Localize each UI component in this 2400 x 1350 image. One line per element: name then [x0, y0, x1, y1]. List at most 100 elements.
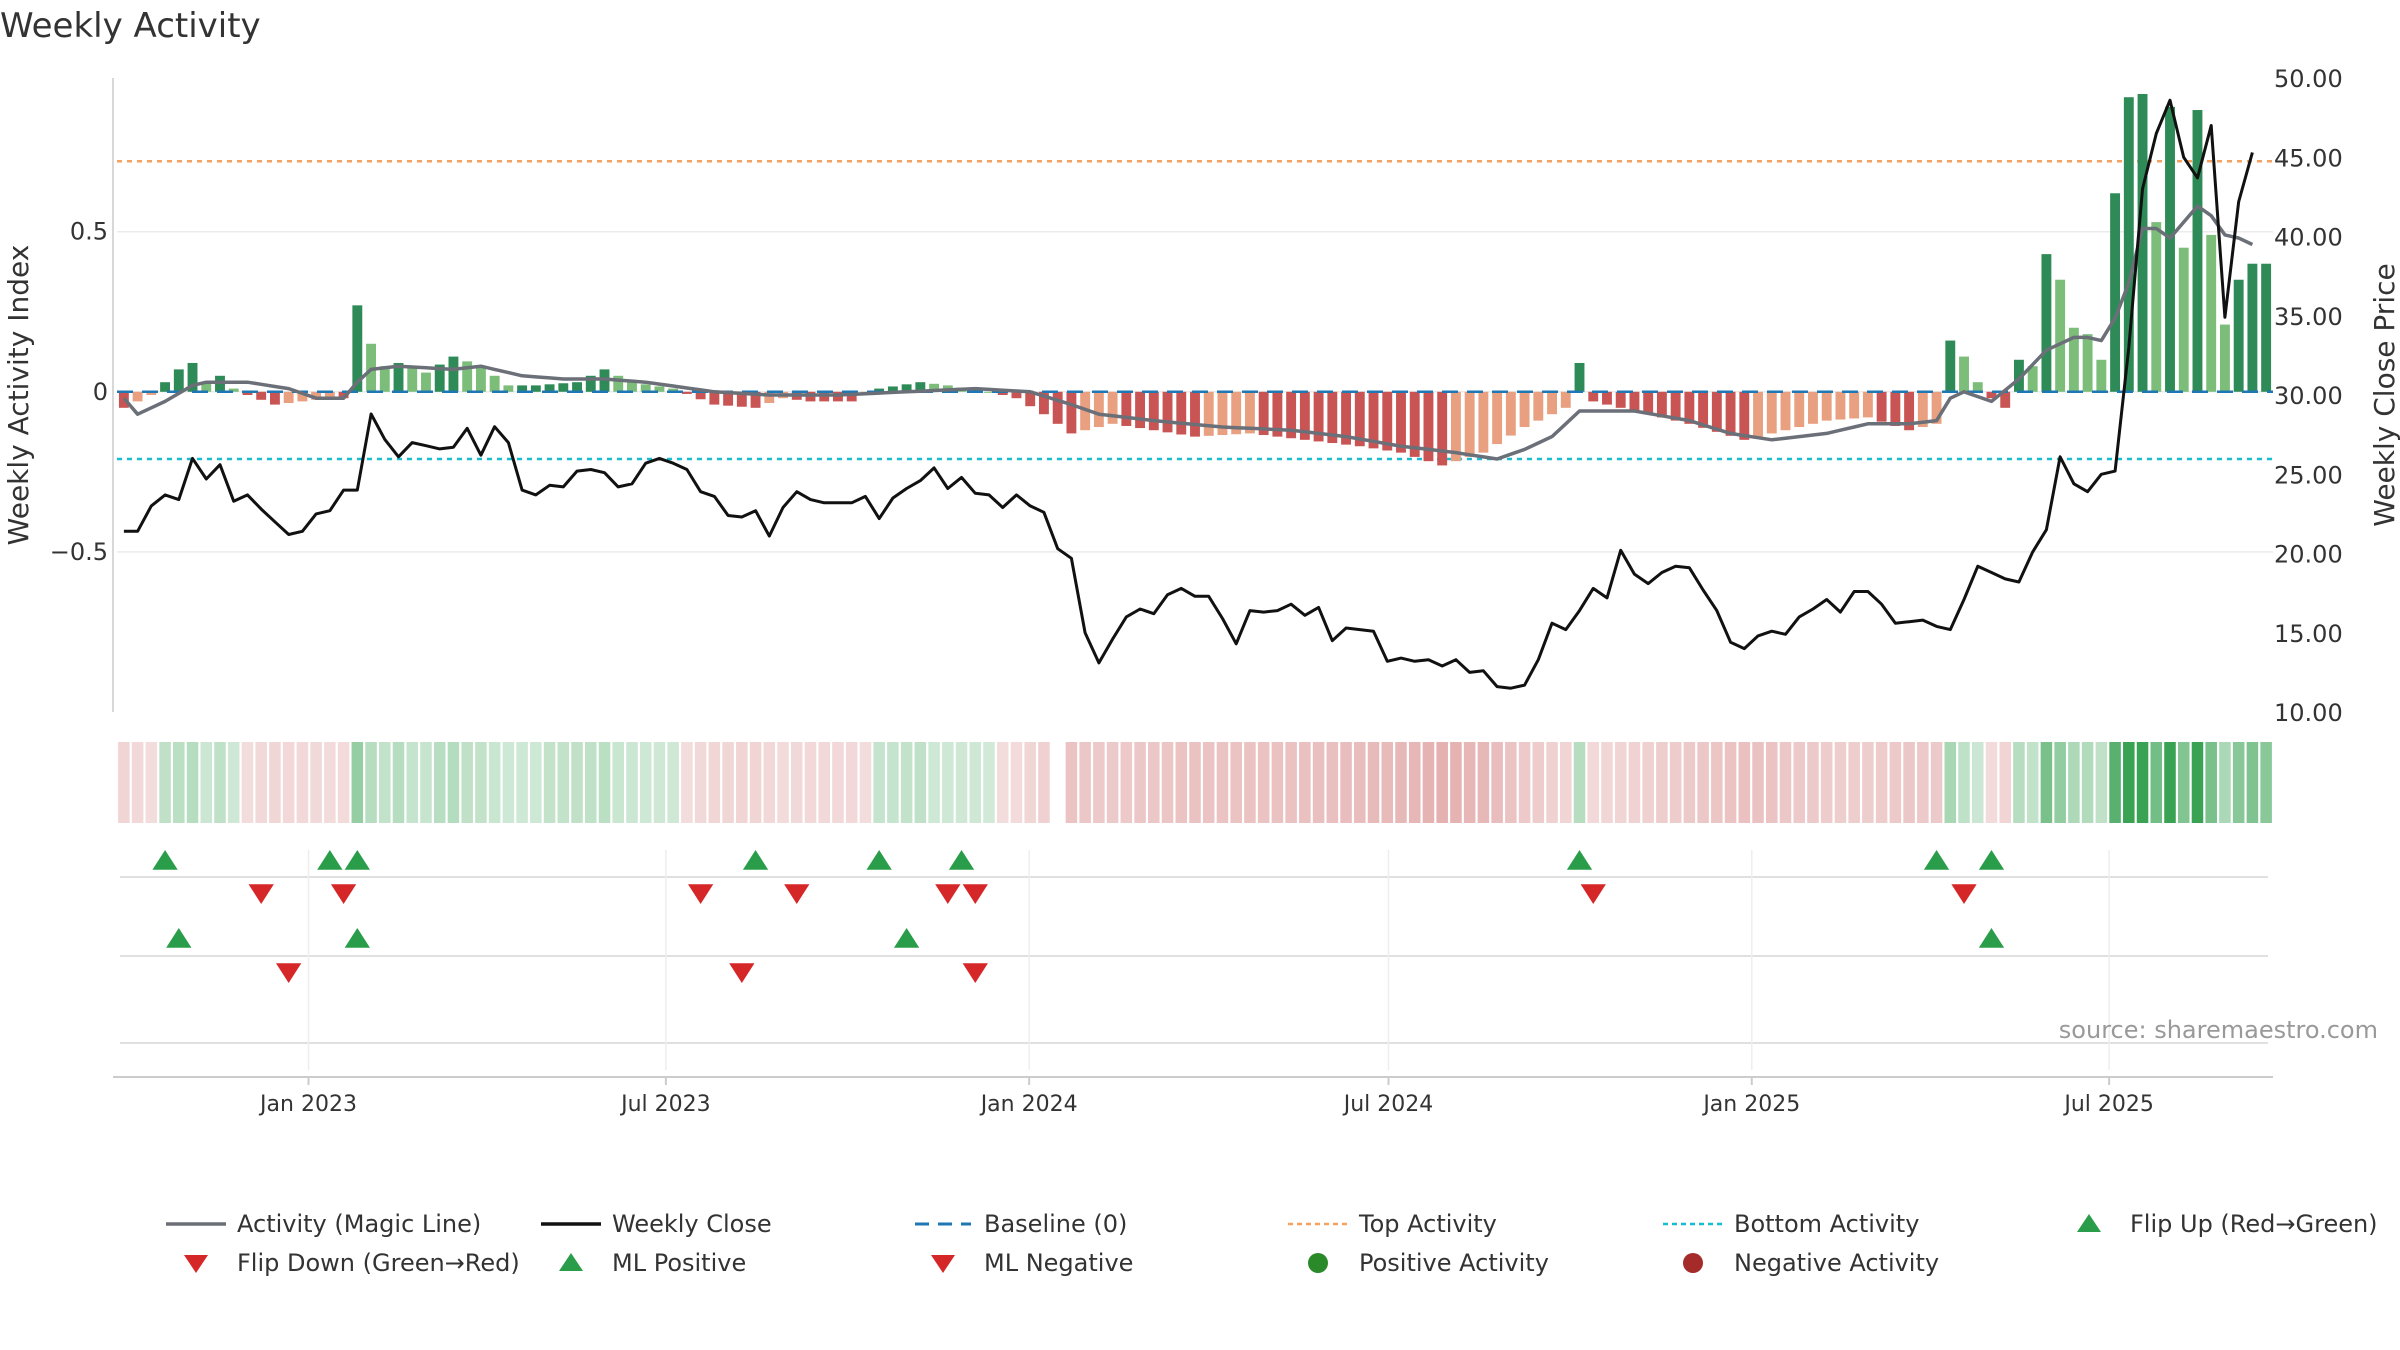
flip-up-marker — [948, 850, 975, 870]
heat-cell — [2164, 742, 2176, 823]
activity-bar — [1698, 391, 1709, 428]
heat-cell — [1024, 742, 1036, 823]
heat-cell — [845, 742, 858, 823]
flip-down-marker — [330, 884, 357, 904]
heat-cell — [1765, 742, 1778, 823]
legend-swatch — [184, 1255, 208, 1273]
activity-bar — [1945, 340, 1956, 392]
activity-bar — [517, 385, 528, 392]
heat-cell — [2150, 742, 2163, 823]
heat-cell — [516, 742, 528, 823]
legend-item-ml-positive: ML Positive — [559, 1249, 746, 1277]
heat-cell — [475, 742, 487, 823]
heat-cell — [1669, 742, 1682, 823]
heat-cell — [365, 742, 377, 823]
legend-label: Flip Up (Red→Green) — [2130, 1210, 2378, 1238]
activity-bar — [2206, 234, 2217, 392]
legend-item-bottom: Bottom Activity — [1663, 1210, 1919, 1238]
legend: Activity (Magic Line) Weekly Close Baselin… — [166, 1210, 2378, 1277]
heat-cell — [1010, 742, 1023, 823]
heat-cell — [1477, 742, 1490, 823]
heat-cell — [173, 742, 185, 823]
activity-bar — [269, 391, 280, 405]
activity-bar — [297, 391, 308, 402]
heat-cell — [255, 742, 267, 823]
activity-bar — [2233, 279, 2244, 392]
activity-bar — [627, 382, 637, 392]
activity-bar — [709, 391, 720, 405]
heat-cell — [667, 742, 679, 823]
activity-bar — [640, 384, 651, 392]
heat-cell — [887, 742, 899, 823]
activity-bar — [750, 391, 761, 408]
activity-bar — [1093, 391, 1104, 428]
y-tick-label-right: 30.00 — [2274, 382, 2343, 410]
heat-cell — [1532, 742, 1545, 823]
activity-bar — [585, 375, 596, 392]
heat-cell — [736, 742, 748, 823]
activity-bar — [1959, 356, 1969, 392]
activity-bar — [1107, 391, 1118, 424]
activity-bar — [1684, 391, 1695, 424]
legend-item-ml-negative: ML Negative — [931, 1249, 1133, 1277]
activity-bar — [1258, 391, 1269, 436]
heat-cell — [777, 742, 789, 823]
heat-cell — [1463, 742, 1476, 823]
activity-bar — [1739, 391, 1750, 440]
heat-cell — [1711, 742, 1723, 823]
heat-cell — [406, 742, 419, 823]
activity-bar — [2110, 193, 2121, 392]
legend-swatch — [931, 1255, 955, 1273]
heat-cell — [1257, 742, 1270, 823]
heat-cell — [1807, 742, 1819, 823]
heat-cell — [1793, 742, 1805, 823]
flip-up-marker — [1566, 850, 1593, 870]
activity-bar — [1656, 391, 1667, 418]
heat-cell — [379, 742, 391, 823]
x-axis: Jan 2023 Jul 2023 Jan 2024 Jul 2024 Jan 2025… — [113, 1076, 2273, 1117]
y-tick-label-right: 50.00 — [2274, 65, 2343, 93]
heat-cell — [1724, 742, 1737, 823]
heat-cell — [2246, 742, 2259, 823]
legend-label: Negative Activity — [1734, 1249, 1939, 1277]
chart-title: Weekly Activity — [0, 6, 261, 46]
heat-cell — [214, 742, 226, 823]
activity-bar — [846, 391, 857, 402]
activity-bar — [132, 391, 143, 402]
flip-up-marker — [1978, 850, 2005, 870]
activity-bar — [1135, 391, 1146, 429]
legend-label: Top Activity — [1358, 1210, 1497, 1238]
heat-cell — [296, 742, 309, 823]
heat-cell — [1148, 742, 1160, 823]
activity-bar — [1615, 391, 1626, 408]
heat-cell — [804, 742, 817, 823]
heat-cell — [2136, 742, 2149, 823]
heat-cell — [1642, 742, 1654, 823]
activity-bar — [764, 391, 775, 404]
activity-heat-strip — [118, 742, 2272, 823]
heat-cell — [1202, 742, 1215, 823]
heat-cell — [282, 742, 295, 823]
heat-cell — [639, 742, 652, 823]
heat-cell — [626, 742, 638, 823]
y-tick-label-right: 45.00 — [2274, 144, 2343, 172]
activity-bar — [1450, 391, 1461, 462]
activity-bar — [1313, 391, 1324, 442]
heat-cell — [1560, 742, 1572, 823]
heat-cell — [420, 742, 432, 823]
activity-bar — [2219, 324, 2230, 392]
activity-bar — [1904, 391, 1915, 431]
heat-cell — [1820, 742, 1833, 823]
activity-bar — [1341, 391, 1352, 445]
heat-cell — [1299, 742, 1311, 823]
activity-bar — [311, 391, 322, 400]
heat-cell — [653, 742, 666, 823]
activity-bar — [723, 391, 734, 406]
heat-cell — [722, 742, 734, 823]
activity-bar — [2192, 110, 2203, 392]
heat-cell — [227, 742, 240, 823]
x-tick-label: Jan 2024 — [979, 1092, 1078, 1117]
heat-cell — [241, 742, 254, 823]
heat-cell — [2232, 742, 2245, 823]
heat-cell — [1120, 742, 1133, 823]
